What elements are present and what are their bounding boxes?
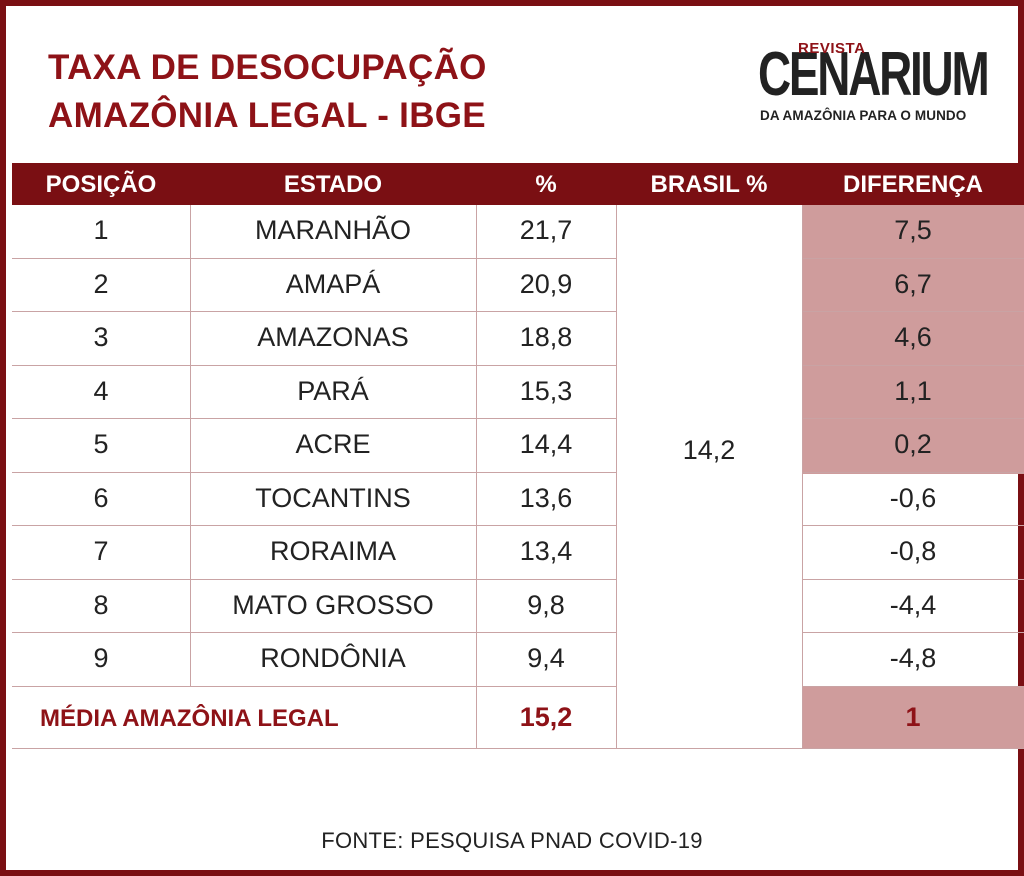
grid-line <box>12 258 616 259</box>
header-brasil: BRASIL % <box>650 171 768 198</box>
row-position: 3 <box>93 322 109 352</box>
grid-line <box>12 579 616 580</box>
row-estado: RONDÔNIA <box>260 643 406 673</box>
grid-line <box>12 525 616 526</box>
logo-revista: REVISTA <box>798 40 866 57</box>
grid-line <box>12 472 616 473</box>
grid-line <box>12 632 616 633</box>
title-line-1: TAXA DE DESOCUPAÇÃO <box>48 48 487 87</box>
grid-line <box>802 632 1024 633</box>
row-percent: 21,7 <box>519 215 573 245</box>
row-position: 2 <box>93 268 109 299</box>
row-diff: 4,6 <box>894 322 932 352</box>
grid-line <box>802 579 1024 580</box>
grid-line <box>616 205 617 749</box>
row-diff: 1,1 <box>894 375 932 406</box>
cenarium-logo: CENARIUM REVISTA DA AMAZÔNIA PARA O MUND… <box>758 40 1006 130</box>
unemployment-table: POSIÇÃO ESTADO % BRASIL % DIFERENÇA 14,2… <box>12 163 1024 749</box>
header-estado: ESTADO <box>283 171 383 198</box>
grid-line <box>802 472 1024 473</box>
header-percent: % <box>535 171 557 198</box>
row-position: 1 <box>93 215 109 245</box>
row-percent: 13,4 <box>519 536 573 566</box>
media-percent: 15,2 <box>519 702 573 732</box>
grid-line <box>802 311 1024 312</box>
positive-diff-highlight <box>802 205 1024 474</box>
grid-line <box>12 748 1024 749</box>
row-estado: RORAIMA <box>269 536 396 566</box>
grid-line <box>476 205 477 749</box>
row-estado: TOCANTINS <box>255 482 411 513</box>
row-percent: 9,4 <box>527 643 565 673</box>
row-diff: -0,8 <box>889 536 937 566</box>
grid-line <box>12 418 616 419</box>
row-estado: AMAZONAS <box>257 322 409 352</box>
row-estado: AMAPÁ <box>285 268 381 299</box>
row-percent: 13,6 <box>519 482 573 513</box>
row-percent: 20,9 <box>519 268 573 299</box>
row-percent: 18,8 <box>519 322 573 352</box>
row-diff: 0,2 <box>894 429 932 459</box>
grid-line <box>802 418 1024 419</box>
grid-line <box>12 365 616 366</box>
row-diff: 6,7 <box>894 268 932 299</box>
row-percent: 14,4 <box>519 429 573 459</box>
grid-line <box>802 525 1024 526</box>
grid-line <box>802 365 1024 366</box>
grid-line <box>802 258 1024 259</box>
source-note: FONTE: PESQUISA PNAD COVID-19 <box>321 828 703 853</box>
row-position: 9 <box>93 643 109 673</box>
row-position: 6 <box>93 482 109 513</box>
logo-tagline: DA AMAZÔNIA PARA O MUNDO <box>760 108 967 123</box>
media-label: MÉDIA AMAZÔNIA LEGAL <box>40 705 339 732</box>
logo-name: CENARIUM <box>758 40 990 109</box>
row-diff: -4,4 <box>889 589 937 620</box>
media-diff-highlight <box>802 687 1024 749</box>
table-body: 14,2 MÉDIA AMAZÔNIA LEGAL 15,2 1 1 MARANH… <box>12 205 1024 749</box>
row-estado: MARANHÃO <box>254 215 411 245</box>
header-diferenca: DIFERENÇA <box>842 171 983 198</box>
row-position: 4 <box>93 375 109 406</box>
grid-line <box>12 311 616 312</box>
table-header: POSIÇÃO ESTADO % BRASIL % DIFERENÇA <box>12 163 1024 205</box>
grid-line <box>12 686 616 687</box>
row-percent: 9,8 <box>527 589 565 620</box>
page-title: TAXA DE DESOCUPAÇÃO AMAZÔNIA LEGAL - IBG… <box>48 44 487 140</box>
row-percent: 15,3 <box>519 375 573 406</box>
row-estado: PARÁ <box>297 375 369 406</box>
grid-line <box>802 205 803 749</box>
row-position: 7 <box>93 536 109 566</box>
row-position: 5 <box>93 429 109 459</box>
row-position: 8 <box>93 589 109 620</box>
title-line-2: AMAZÔNIA LEGAL - IBGE <box>48 96 486 135</box>
row-estado: MATO GROSSO <box>232 589 434 620</box>
row-estado: ACRE <box>295 429 371 459</box>
brasil-value: 14,2 <box>682 435 736 465</box>
header-posicao: POSIÇÃO <box>45 171 157 198</box>
row-diff: -4,8 <box>889 643 937 673</box>
grid-line <box>802 686 1024 687</box>
media-diff: 1 <box>905 702 921 732</box>
row-diff: -0,6 <box>889 482 937 513</box>
grid-line <box>190 205 191 687</box>
row-diff: 7,5 <box>894 215 932 245</box>
